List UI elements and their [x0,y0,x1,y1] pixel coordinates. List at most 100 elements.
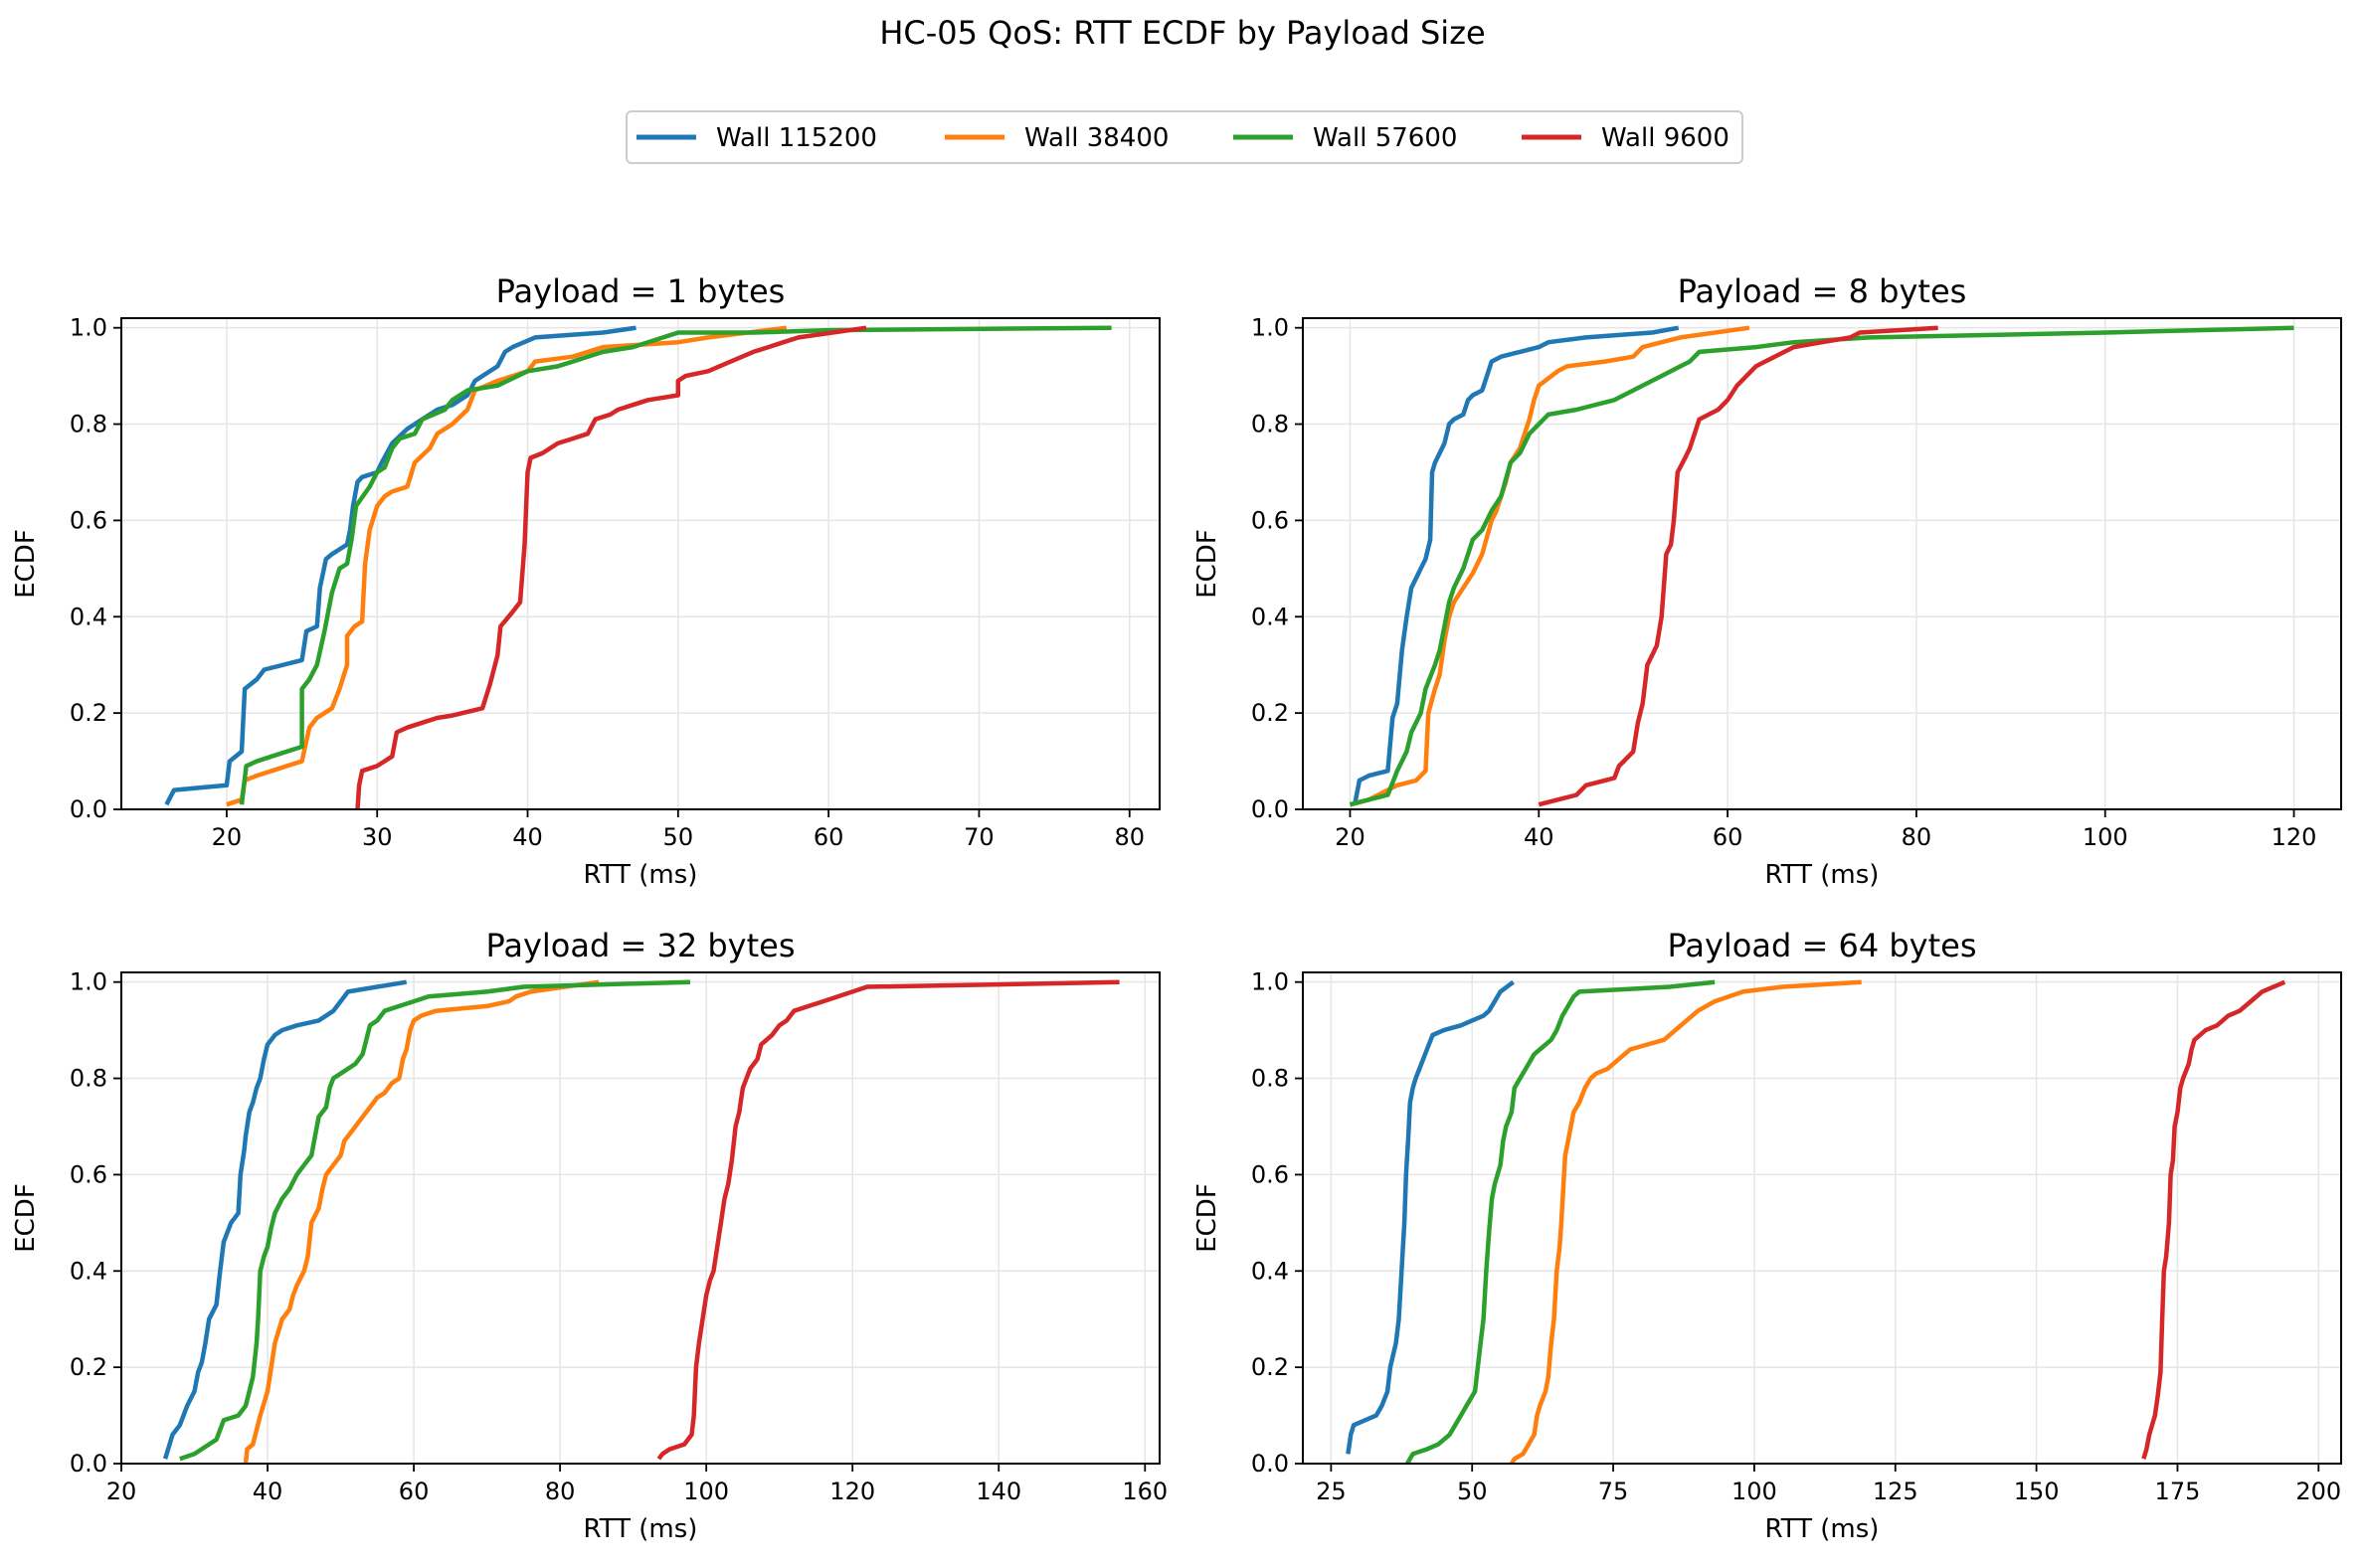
legend-label: Wall 9600 [1601,123,1729,153]
y-tick-label: 0.6 [70,506,107,534]
y-tick-label: 0.8 [70,411,107,438]
y-tick-label: 0.8 [70,1065,107,1093]
y-tick-label: 0.0 [70,795,107,823]
x-tick-label: 70 [964,823,995,851]
x-tick-label: 40 [253,1478,283,1505]
x-axis-label: RTT (ms) [584,1514,698,1544]
series-line-wall-38400 [1349,325,1750,807]
x-tick-label: 80 [1902,823,1932,851]
series-line-wall-57600 [1405,979,1716,1464]
axes-frame [120,971,1161,1465]
x-tick-label: 20 [106,1478,137,1505]
x-tick-label: 60 [1713,823,1743,851]
panels: 20 30 40 50 60 70 80 0.0 0.2 0.4 0.6 0.8 1.0 Payload … [11,272,2342,1544]
y-tick-label: 0.8 [1251,1065,1289,1093]
y-tick-label: 1.0 [1251,968,1289,996]
series-group [1349,325,2294,807]
series-line-wall-38400 [1509,979,1862,1464]
x-tick-label: 175 [2155,1478,2201,1505]
x-tick-label: 125 [1873,1478,1918,1505]
x-tick-label: 80 [1114,823,1145,851]
legend-label: Wall 115200 [716,123,877,153]
series-line-wall-9600 [2141,979,2286,1460]
y-tick-label: 0.6 [70,1160,107,1188]
y-axis-label: ECDF [1192,1183,1222,1253]
x-tick-label: 100 [683,1478,729,1505]
x-tick-label: 20 [1335,823,1365,851]
series-line-wall-115200 [1346,979,1515,1455]
y-tick-label: 1.0 [70,314,107,342]
x-tick-label: 120 [829,1478,875,1505]
panel-title: Payload = 8 bytes [1678,272,1967,310]
panel-3: 20 40 60 80 100 120 140 160 0.0 0.2 0.4 0.6 0.8 1.0 Pa… [11,927,1168,1544]
y-tick-label: 0.4 [1251,603,1289,630]
series-line-wall-57600 [239,325,1112,805]
panel-title: Payload = 1 bytes [496,272,786,310]
y-tick-label: 0.6 [1251,1160,1289,1188]
y-tick-label: 0.6 [1251,506,1289,534]
axes-frame [120,317,1161,810]
panel-1: 20 30 40 50 60 70 80 0.0 0.2 0.4 0.6 0.8 1.0 Payload … [11,272,1161,890]
x-tick-label: 80 [545,1478,576,1505]
legend-entry-wall-115200: Wall 115200 [637,123,877,153]
panel-2: 20 40 60 80 100 120 0.0 0.2 0.4 0.6 0.8 1.0 Payload … [1192,272,2342,890]
x-tick-label: 75 [1598,1478,1629,1505]
series-line-wall-9600 [355,325,867,809]
y-tick-label: 1.0 [1251,314,1289,342]
series-line-wall-57600 [179,979,691,1462]
x-tick-label: 150 [2014,1478,2060,1505]
series-line-wall-9600 [656,979,1120,1461]
panel-title: Payload = 32 bytes [486,927,796,964]
x-axis-label: RTT (ms) [1765,1514,1880,1544]
x-tick-label: 30 [362,823,393,851]
y-tick-label: 0.0 [1251,1450,1289,1478]
series-line-wall-38400 [243,979,600,1464]
legend-label: Wall 38400 [1024,123,1169,153]
axes-frame [1302,971,2342,1465]
series-line-wall-115200 [1352,325,1680,805]
y-tick-label: 0.2 [70,1353,107,1381]
x-tick-label: 100 [1731,1478,1777,1505]
panel-title: Payload = 64 bytes [1668,927,1977,964]
x-tick-label: 25 [1316,1478,1347,1505]
x-tick-label: 40 [1524,823,1554,851]
series-group [162,979,1120,1464]
legend: Wall 115200 Wall 38400 Wall 57600 Wall 9600 [626,110,1743,164]
y-tick-label: 0.4 [1251,1257,1289,1285]
panel-4: 25 50 75 100 125 150 175 200 0.0 0.2 0.4 0.6 0.8 1.0 P… [1192,927,2342,1544]
y-tick-label: 0.2 [1251,699,1289,727]
y-axis-label: ECDF [11,1183,41,1253]
legend-entry-wall-9600: Wall 9600 [1522,123,1729,153]
x-tick-label: 60 [399,1478,430,1505]
y-tick-label: 0.8 [1251,411,1289,438]
x-tick-label: 140 [976,1478,1021,1505]
x-axis-label: RTT (ms) [1765,860,1880,890]
x-axis-label: RTT (ms) [584,860,698,890]
y-tick-label: 0.4 [70,603,107,630]
series-line-wall-38400 [226,325,788,807]
x-tick-label: 160 [1122,1478,1168,1505]
y-axis-label: ECDF [1192,529,1222,599]
series-group [1346,979,2286,1464]
legend-entry-wall-38400: Wall 38400 [945,123,1169,153]
x-tick-label: 200 [2295,1478,2341,1505]
x-tick-label: 60 [814,823,844,851]
series-line-wall-115200 [164,325,637,806]
x-tick-label: 50 [1457,1478,1488,1505]
legend-label: Wall 57600 [1313,123,1457,153]
x-tick-label: 100 [2083,823,2128,851]
y-axis-label: ECDF [11,529,41,599]
x-tick-label: 120 [2272,823,2317,851]
x-tick-label: 20 [212,823,243,851]
y-tick-label: 0.0 [70,1450,107,1478]
series-group [164,325,1112,809]
figure-title: HC-05 QoS: RTT ECDF by Payload Size [879,14,1485,52]
y-tick-label: 0.4 [70,1257,107,1285]
series-line-wall-9600 [1538,325,1938,807]
legend-entry-wall-57600: Wall 57600 [1233,123,1457,153]
axes-frame [1302,317,2342,810]
y-tick-label: 0.2 [1251,1353,1289,1381]
x-tick-label: 50 [663,823,694,851]
series-line-wall-57600 [1349,325,2294,807]
